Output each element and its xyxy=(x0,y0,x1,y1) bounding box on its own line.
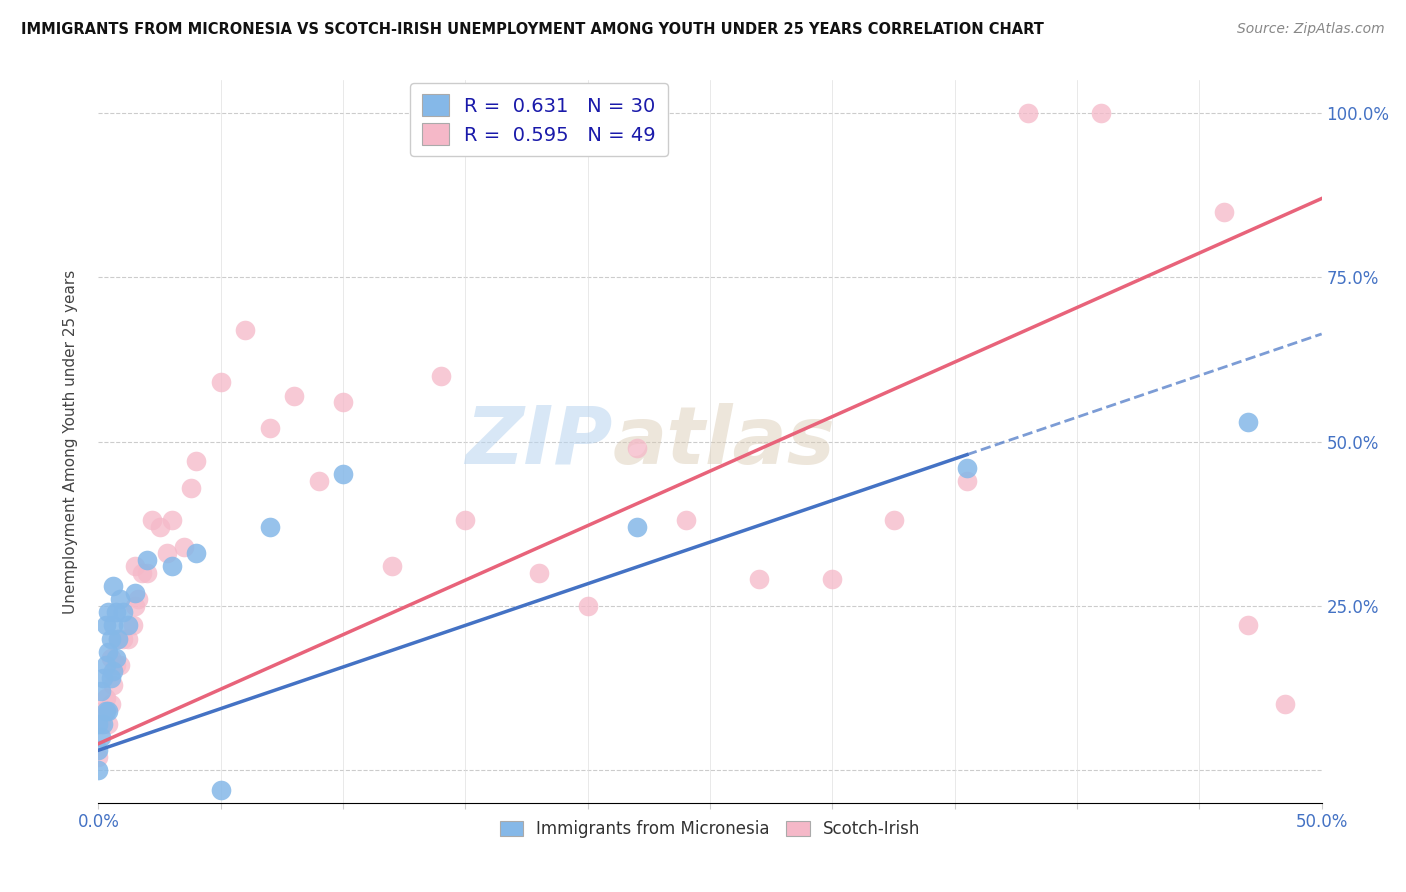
Point xyxy=(101,665,124,679)
Point xyxy=(101,677,124,691)
Point xyxy=(186,454,208,468)
Point xyxy=(626,520,648,534)
Point xyxy=(101,618,124,632)
Point xyxy=(91,717,114,731)
Point xyxy=(156,546,179,560)
Point xyxy=(87,717,110,731)
Point xyxy=(1090,106,1112,120)
Point xyxy=(454,513,477,527)
Point xyxy=(117,618,139,632)
Point xyxy=(527,566,550,580)
Point xyxy=(308,474,330,488)
Point xyxy=(97,645,120,659)
Point xyxy=(97,605,120,619)
Text: Source: ZipAtlas.com: Source: ZipAtlas.com xyxy=(1237,22,1385,37)
Point xyxy=(100,651,122,665)
Point xyxy=(209,782,232,797)
Point xyxy=(259,520,281,534)
Point xyxy=(97,704,120,718)
Point xyxy=(101,579,124,593)
Text: atlas: atlas xyxy=(612,402,835,481)
Point xyxy=(91,704,114,718)
Point xyxy=(121,618,143,632)
Point xyxy=(160,559,183,574)
Point xyxy=(180,481,202,495)
Point xyxy=(107,632,129,646)
Point xyxy=(124,585,146,599)
Point xyxy=(107,632,129,646)
Point xyxy=(1237,415,1260,429)
Text: ZIP: ZIP xyxy=(465,402,612,481)
Point xyxy=(87,763,110,777)
Point xyxy=(173,540,195,554)
Point xyxy=(100,671,122,685)
Point xyxy=(100,698,122,712)
Point xyxy=(117,632,139,646)
Point xyxy=(430,368,453,383)
Point xyxy=(87,749,110,764)
Point xyxy=(1212,204,1234,219)
Point xyxy=(332,395,354,409)
Point xyxy=(136,553,159,567)
Point xyxy=(104,605,127,619)
Point xyxy=(141,513,163,527)
Point xyxy=(259,421,281,435)
Y-axis label: Unemployment Among Youth under 25 years: Unemployment Among Youth under 25 years xyxy=(63,269,77,614)
Point xyxy=(127,592,149,607)
Point xyxy=(186,546,208,560)
Point xyxy=(956,460,979,475)
Point xyxy=(91,671,114,685)
Point xyxy=(332,467,354,482)
Point xyxy=(111,605,134,619)
Point xyxy=(94,618,117,632)
Point xyxy=(626,441,648,455)
Point xyxy=(381,559,404,574)
Point xyxy=(1237,618,1260,632)
Point xyxy=(87,743,110,757)
Point xyxy=(110,657,132,672)
Point xyxy=(209,376,232,390)
Point xyxy=(233,323,256,337)
Point xyxy=(90,730,112,744)
Point xyxy=(94,657,117,672)
Point xyxy=(160,513,183,527)
Point xyxy=(1274,698,1296,712)
Point xyxy=(124,599,146,613)
Point xyxy=(97,717,120,731)
Point xyxy=(136,566,159,580)
Legend: Immigrants from Micronesia, Scotch-Irish: Immigrants from Micronesia, Scotch-Irish xyxy=(494,814,927,845)
Point xyxy=(821,573,844,587)
Point xyxy=(90,717,112,731)
Point xyxy=(111,632,134,646)
Point xyxy=(87,717,110,731)
Point xyxy=(748,573,770,587)
Point xyxy=(883,513,905,527)
Point xyxy=(131,566,153,580)
Point xyxy=(104,657,127,672)
Point xyxy=(956,474,979,488)
Point xyxy=(110,592,132,607)
Point xyxy=(1017,106,1039,120)
Point xyxy=(124,559,146,574)
Point xyxy=(94,690,117,705)
Point xyxy=(283,388,305,402)
Text: IMMIGRANTS FROM MICRONESIA VS SCOTCH-IRISH UNEMPLOYMENT AMONG YOUTH UNDER 25 YEA: IMMIGRANTS FROM MICRONESIA VS SCOTCH-IRI… xyxy=(21,22,1045,37)
Point xyxy=(104,651,127,665)
Point xyxy=(90,684,112,698)
Point xyxy=(576,599,599,613)
Point xyxy=(94,704,117,718)
Point xyxy=(149,520,172,534)
Point xyxy=(100,632,122,646)
Point xyxy=(675,513,697,527)
